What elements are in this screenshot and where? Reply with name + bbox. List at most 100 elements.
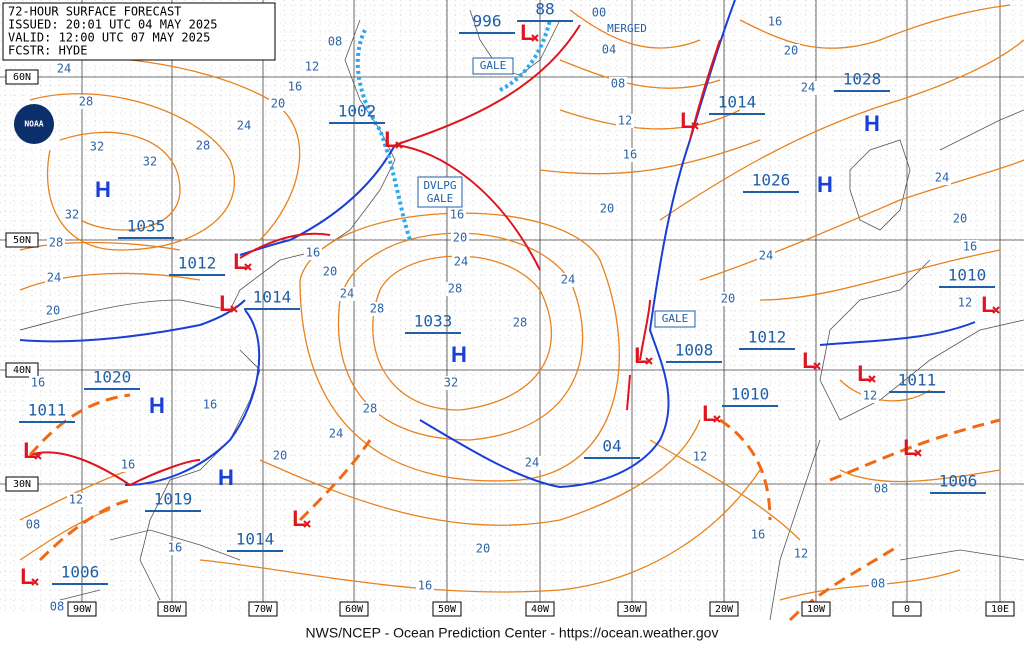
isobar-label: 20: [600, 202, 614, 216]
label-box: [709, 601, 739, 617]
isobar-label: 12: [863, 389, 877, 403]
isobar-label: 32: [65, 208, 79, 222]
warning-label: GALE: [662, 312, 689, 325]
label-bg: [598, 202, 616, 216]
label-bg: [609, 77, 627, 91]
low-x: [395, 141, 403, 149]
isobar-label: 24: [329, 427, 343, 441]
label-bg: [792, 547, 810, 561]
isobar-label: 00: [592, 6, 606, 20]
low-center: L: [520, 20, 533, 45]
isobar-label: 16: [450, 208, 464, 222]
label-bg: [47, 236, 65, 250]
pressure-value: 04: [602, 437, 621, 456]
low-x: [34, 452, 42, 460]
low-x: [230, 305, 238, 313]
longitude-label: 10W: [807, 604, 826, 615]
isobar-label: 16: [288, 80, 302, 94]
label-bg: [448, 208, 466, 222]
label-bg: [872, 482, 890, 496]
pressure-value: 1020: [93, 368, 132, 387]
longitude-label: 40W: [531, 604, 550, 615]
label-bg: [201, 398, 219, 412]
label-box: [525, 601, 555, 617]
isobar: [199, 469, 761, 593]
low-center: L: [981, 292, 994, 317]
label-bg: [77, 95, 95, 109]
longitude-label: 30W: [623, 604, 642, 615]
pressure-value: 1014: [236, 530, 275, 549]
label-bg: [861, 389, 879, 403]
isobar: [539, 9, 761, 175]
label-bg: [951, 212, 969, 226]
track-arrow: [626, 374, 631, 411]
isobar-label: 12: [618, 114, 632, 128]
isobar-label: 28: [370, 302, 384, 316]
pressure-value: 1014: [718, 93, 757, 112]
isobar-label: 12: [693, 450, 707, 464]
label-bg: [446, 282, 464, 296]
isobar-label: 24: [935, 171, 949, 185]
isobar-label: 08: [871, 577, 885, 591]
header-line: VALID: 12:00 UTC 07 MAY 2025: [8, 31, 210, 45]
isobar-label: 24: [340, 287, 354, 301]
longitude-label: 70W: [254, 604, 273, 615]
label-bg: [286, 80, 304, 94]
pressure-value: 1006: [61, 563, 100, 582]
longitude-label: 60W: [345, 604, 364, 615]
label-box: [5, 362, 39, 378]
label-bg: [559, 273, 577, 287]
isobar: [59, 131, 181, 231]
pressure-value: 1010: [731, 385, 770, 404]
pressure-value: 88: [535, 0, 554, 19]
high-center: H: [95, 177, 111, 202]
isobar-label: 24: [561, 273, 575, 287]
box: [654, 310, 696, 328]
isobar-label: 28: [363, 402, 377, 416]
isobar-label: 24: [47, 271, 61, 285]
pressure-value: 1010: [948, 266, 987, 285]
low-center: L: [634, 343, 647, 368]
label-box: [248, 601, 278, 617]
label-box: [5, 232, 39, 248]
header-box: [2, 2, 276, 61]
low-x: [868, 375, 876, 383]
logo-text: NOAA: [24, 120, 43, 129]
isobar-label: 20: [46, 304, 60, 318]
label-bg: [452, 255, 470, 269]
isobar-label: 16: [31, 376, 45, 390]
label-bg: [166, 541, 184, 555]
label-box: [5, 69, 39, 85]
isobar-label: 08: [328, 35, 342, 49]
label-bg: [45, 271, 63, 285]
pressure-value: 996: [473, 12, 502, 31]
label-bg: [474, 542, 492, 556]
label-bg: [799, 81, 817, 95]
coastline: [59, 529, 241, 601]
header-line: FCSTR: HYDE: [8, 44, 87, 58]
pressure-value: 1011: [898, 371, 937, 390]
low-x: [691, 122, 699, 130]
warm-front: [29, 451, 201, 487]
isobar-label: 08: [611, 77, 625, 91]
cold-front: [19, 299, 246, 343]
low-x: [813, 362, 821, 370]
isobar: [299, 212, 620, 482]
low-center: L: [903, 435, 916, 460]
label-bg: [442, 376, 460, 390]
header-line: ISSUED: 20:01 UTC 04 MAY 2025: [8, 18, 218, 32]
label-bg: [141, 155, 159, 169]
isobar-label: 32: [90, 140, 104, 154]
low-center: L: [219, 291, 232, 316]
header-line: 72-HOUR SURFACE FORECAST: [8, 5, 181, 19]
label-bg: [416, 579, 434, 593]
low-center: L: [20, 564, 33, 589]
pressure-value: 1028: [843, 70, 882, 89]
isobar-label: 16: [963, 240, 977, 254]
label-bg: [48, 600, 66, 614]
isobar-label: 24: [525, 456, 539, 470]
label-bg: [766, 15, 784, 29]
label-bg: [451, 231, 469, 245]
pressure-value: 1008: [675, 341, 714, 360]
